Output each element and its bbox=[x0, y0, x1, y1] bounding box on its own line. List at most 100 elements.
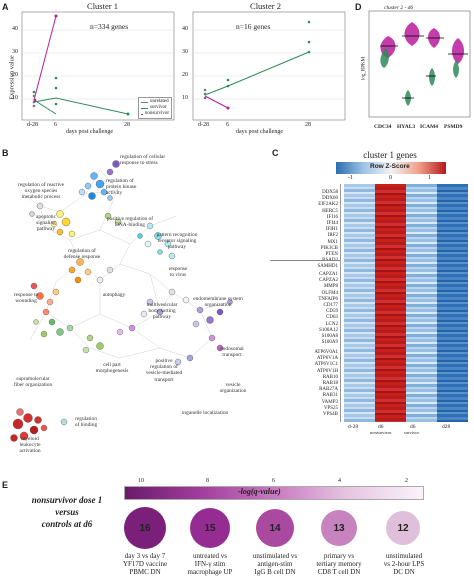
term-morphogenesis: cell part morphogenesis bbox=[95, 362, 129, 375]
c1-xtick-d28: d-28 bbox=[27, 122, 38, 128]
legend-item-survivor: survivor bbox=[141, 105, 169, 111]
colorkey-bar bbox=[336, 162, 446, 174]
term-prr: pattern recognition receptor signaling p… bbox=[156, 232, 198, 251]
violin-psmd9-survivor bbox=[453, 60, 459, 78]
gene-rab18: RAB18 bbox=[322, 380, 338, 386]
legend-swatch-unrelated bbox=[141, 101, 148, 103]
qvalue-scale-label: -log(q-value) bbox=[238, 487, 281, 496]
gene-leader-line bbox=[270, 260, 340, 261]
gene-rab10: RAB10 bbox=[322, 374, 338, 380]
genes-mid: CAPZA1 CAPZA2 MMP8 OLFM4 TNFAIP6 CD177 C… bbox=[292, 272, 338, 346]
panelE-title-line1: nonsurvivor dose 1 bbox=[31, 495, 103, 505]
gene-pik3cb: PIK3CB bbox=[320, 245, 338, 251]
legend-item-nonsurvivor: nonsurvivor bbox=[141, 111, 169, 117]
term-protein-kinase: regulation of protein kinase activity bbox=[106, 178, 137, 197]
cluster1-title: Cluster 1 bbox=[87, 1, 118, 11]
term-mvb: multivesicular body sorting pathway bbox=[146, 302, 178, 321]
panel-label-c: C bbox=[272, 148, 279, 158]
panelE-title-line3: controls at d6 bbox=[41, 519, 93, 529]
enrichment-label-2: untreated vs IFN-γ stim macrophage UP bbox=[187, 552, 233, 576]
gene-lcn2: LCN2 bbox=[325, 321, 339, 327]
heatmap-col-d28-late bbox=[437, 184, 468, 422]
gene-ifih1: IFIH1 bbox=[325, 227, 338, 233]
c1-ytick-30: 30 bbox=[12, 49, 18, 55]
gene-s100a8: S100A8 bbox=[321, 333, 338, 339]
col-label-d6-s: d6 bbox=[410, 424, 416, 430]
enrichment-circle-3: 14 bbox=[256, 509, 294, 547]
c1-xlabel: days post challenge bbox=[66, 129, 113, 135]
gene-pten: PTEN bbox=[325, 251, 339, 257]
gene-vps4b: VPS4B bbox=[322, 411, 338, 417]
scale-tick-8: 8 bbox=[206, 478, 209, 484]
term-wounding: response to wounding bbox=[13, 292, 39, 305]
panelA-chart bbox=[21, 11, 346, 121]
gene-ifi16: IFI16 bbox=[326, 214, 338, 220]
violin-hyal3-nonsurvivor bbox=[404, 22, 420, 46]
c2-ytick-30: 30 bbox=[182, 49, 188, 55]
gene-vps25: VPS25 bbox=[323, 405, 338, 411]
panel-label-a: A bbox=[2, 2, 9, 12]
legend-item-unrelated: unrelated bbox=[141, 99, 169, 105]
term-vesicle-transport: positive regulation of vesicle-mediated … bbox=[145, 358, 183, 383]
col-sub-nonsurvivor: nonsurvivor bbox=[370, 430, 392, 435]
heatmap-col-d6-survivor bbox=[406, 184, 437, 422]
scale-tick-2: 2 bbox=[405, 478, 408, 484]
term-fiber: supramolecular fiber organization bbox=[13, 376, 53, 389]
panelD-ylabel-wrap: log_RPKM bbox=[358, 50, 368, 90]
gene-atp6v1a: ATP6V1A bbox=[316, 356, 338, 362]
col-label-d28-late: d28 bbox=[442, 424, 451, 430]
col-label-d6-ns: d6 bbox=[378, 424, 384, 430]
c1-ytick-20: 20 bbox=[12, 72, 18, 78]
gene-atp6v1c1: ATP6V1C1 bbox=[314, 362, 338, 368]
enrichment-label-1: day 3 vs day 7 YF17D vaccine PBMC DN bbox=[122, 552, 168, 576]
term-organelle: organelle localization bbox=[181, 410, 229, 416]
enrichment-label-4: primary vs tertiary memory CD8 T cell DN bbox=[316, 552, 362, 576]
heatmap-col-d6-nonsurvivor bbox=[375, 184, 406, 422]
gene-cd177: CD177 bbox=[323, 302, 338, 308]
gene-s100a12: S100A12 bbox=[319, 327, 338, 333]
legend-label-nonsurvivor: nonsurvivor bbox=[144, 111, 169, 116]
gene-ifi44: IFI44 bbox=[326, 220, 338, 226]
qvalue-scale-bar bbox=[124, 486, 424, 500]
panelE-title: nonsurvivor dose 1 versus controls at d6 bbox=[12, 494, 122, 530]
gene-tnfaip6: TNFAIP6 bbox=[318, 296, 338, 302]
heatmap-col-d28 bbox=[344, 184, 375, 422]
gene-ddx58: DDX58 bbox=[322, 190, 338, 195]
network-nodes bbox=[10, 160, 233, 442]
c2-xlabel: days post challenge bbox=[236, 129, 283, 135]
heatmap-body bbox=[344, 184, 468, 422]
enrichment-label-3: unstimulated vs antigen-stim IgG B cell … bbox=[252, 552, 298, 576]
col-sub-survivor: survivor bbox=[404, 430, 419, 435]
cluster2-title: Cluster 2 bbox=[250, 1, 281, 11]
c2-ytick-40: 40 bbox=[182, 26, 188, 32]
scale-tick-10: 10 bbox=[138, 478, 144, 484]
colorkey-tick-neg1: -1 bbox=[348, 175, 353, 181]
gene-cd59: CD59 bbox=[326, 309, 338, 315]
gene-rab31: RAB31 bbox=[322, 393, 338, 399]
gene-ddx60: DDX60 bbox=[322, 196, 338, 202]
c1-survivor-line bbox=[33, 97, 129, 115]
c1-xtick-28: 28 bbox=[124, 122, 130, 128]
gene-cd63: CD63 bbox=[326, 315, 338, 321]
gene-capza2: CAPZA2 bbox=[319, 278, 338, 284]
gene-s100a9: S100A9 bbox=[321, 340, 338, 346]
enrichment-circle-1: 16 bbox=[124, 507, 166, 549]
gene-vamp3: VAMP3 bbox=[321, 399, 338, 405]
c1-ytick-10: 10 bbox=[12, 95, 18, 101]
colorkey-tick-1: 1 bbox=[428, 175, 431, 181]
term-endomembrane: endomembrane system organization bbox=[193, 296, 243, 309]
gene-mx1: MX1 bbox=[327, 239, 338, 245]
c2-ytick-20: 20 bbox=[182, 72, 188, 78]
violin-psmd9-nonsurvivor bbox=[452, 38, 464, 64]
panelD-ylabel: log_RPKM bbox=[361, 56, 367, 81]
gene-irf2: IRF2 bbox=[327, 233, 338, 239]
panelA-legend: unrelated survivor nonsurvivor bbox=[138, 97, 172, 119]
legend-label-unrelated: unrelated bbox=[150, 99, 169, 104]
gene-herc5: HERC5 bbox=[322, 208, 338, 214]
violin-cdc34-survivor bbox=[380, 48, 389, 68]
col-label-d28: d-28 bbox=[348, 424, 359, 430]
colorkey-tick-0: 0 bbox=[389, 175, 392, 181]
c1-nonsurvivor-line bbox=[33, 15, 57, 101]
scale-tick-6: 6 bbox=[272, 478, 275, 484]
c2-xtick-6: 6 bbox=[226, 122, 229, 128]
